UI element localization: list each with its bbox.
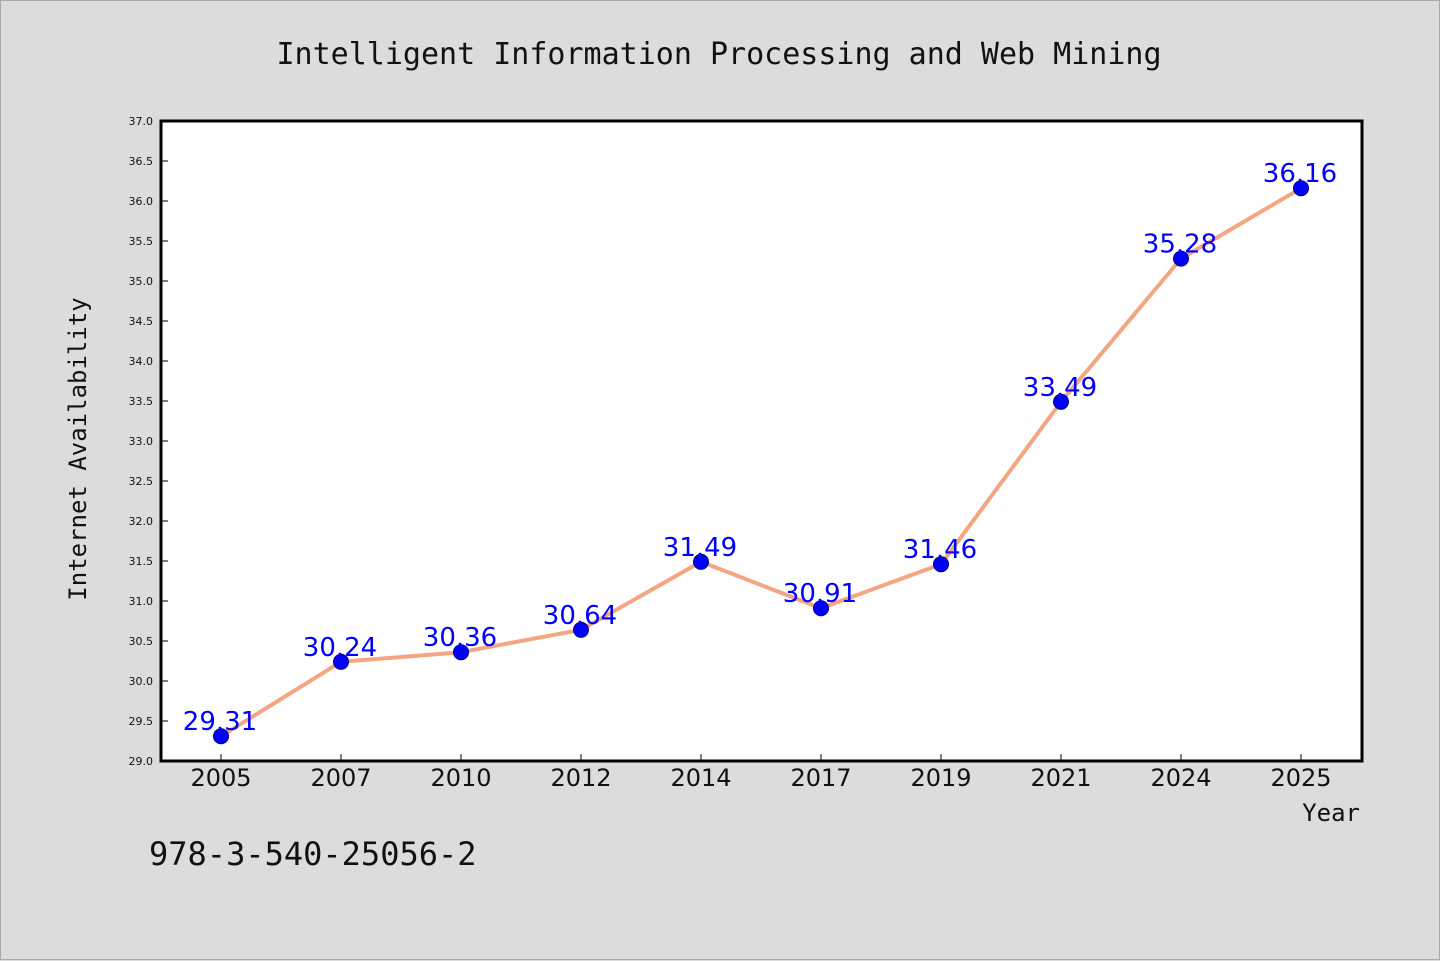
x-axis-label: Year: [1302, 799, 1360, 827]
y-tick-label: 31.0: [129, 595, 154, 608]
data-label: 35.28: [1143, 230, 1217, 260]
x-tick-label: 2007: [310, 764, 371, 792]
y-tick-label: 30.5: [129, 635, 154, 648]
y-tick-label: 33.5: [129, 395, 154, 408]
plot-area: [159, 119, 1364, 763]
series-line: [219, 186, 1303, 738]
y-tick-label: 32.0: [129, 515, 154, 528]
data-label: 36.16: [1263, 159, 1337, 189]
y-tick-label: 33.0: [129, 435, 154, 448]
y-tick-label: 31.5: [129, 555, 154, 568]
x-tick-label: 2010: [430, 764, 491, 792]
data-label: 30.24: [303, 633, 377, 663]
x-tick-label: 2017: [790, 764, 851, 792]
data-label: 30.64: [543, 601, 617, 631]
data-point: [813, 600, 829, 617]
x-tick-label: 2005: [190, 764, 251, 792]
data-label: 33.49: [1023, 373, 1097, 403]
data-point: [693, 553, 709, 570]
y-tick-label: 29.5: [129, 715, 154, 728]
y-tick-label: 29.0: [129, 755, 154, 768]
data-point: [453, 644, 469, 661]
y-tick-label: 37.0: [129, 115, 154, 128]
series: [213, 180, 1309, 745]
data-point: [1173, 250, 1189, 267]
x-tick-label: 2025: [1270, 764, 1331, 792]
data-point: [1293, 180, 1309, 197]
x-tick-label: 2021: [1030, 764, 1091, 792]
y-tick-label: 34.0: [129, 355, 154, 368]
data-label: 30.91: [783, 579, 857, 609]
y-axis-label: Internet Availability: [64, 297, 92, 600]
data-label: 31.49: [663, 533, 737, 563]
chart-title: Intelligent Information Processing and W…: [276, 37, 1161, 72]
data-point: [1053, 393, 1069, 410]
data-point: [933, 556, 949, 573]
y-axis-ticks: 29.0 29.5 30.0 30.5 31.0 31.5 32.0 32.5 33.0 33.5…: [129, 115, 168, 768]
x-tick-label: 2019: [910, 764, 971, 792]
x-axis-ticks: 2005 2007 2010 2012 2014 2017 2019 2021 2024 2025: [190, 754, 1332, 792]
x-tick-label: 2024: [1150, 764, 1211, 792]
y-tick-label: 32.5: [129, 475, 154, 488]
data-label: 29.31: [183, 707, 257, 737]
y-tick-label: 36.5: [129, 155, 154, 168]
data-labels: 29.31 30.24 30.36 30.64 31.49 30.91 31.46 33.49…: [183, 159, 1337, 737]
data-label: 30.36: [423, 623, 497, 653]
data-point: [333, 653, 349, 670]
y-tick-label: 30.0: [129, 675, 154, 688]
data-point: [573, 621, 589, 638]
y-tick-label: 35.0: [129, 275, 154, 288]
isbn-annotation: 978-3-540-25056-2: [149, 835, 477, 873]
x-tick-label: 2012: [550, 764, 611, 792]
data-point: [213, 728, 229, 745]
x-tick-label: 2014: [670, 764, 731, 792]
data-label: 31.46: [903, 535, 977, 565]
y-tick-label: 36.0: [129, 195, 154, 208]
y-tick-label: 34.5: [129, 315, 154, 328]
y-tick-label: 35.5: [129, 235, 154, 248]
